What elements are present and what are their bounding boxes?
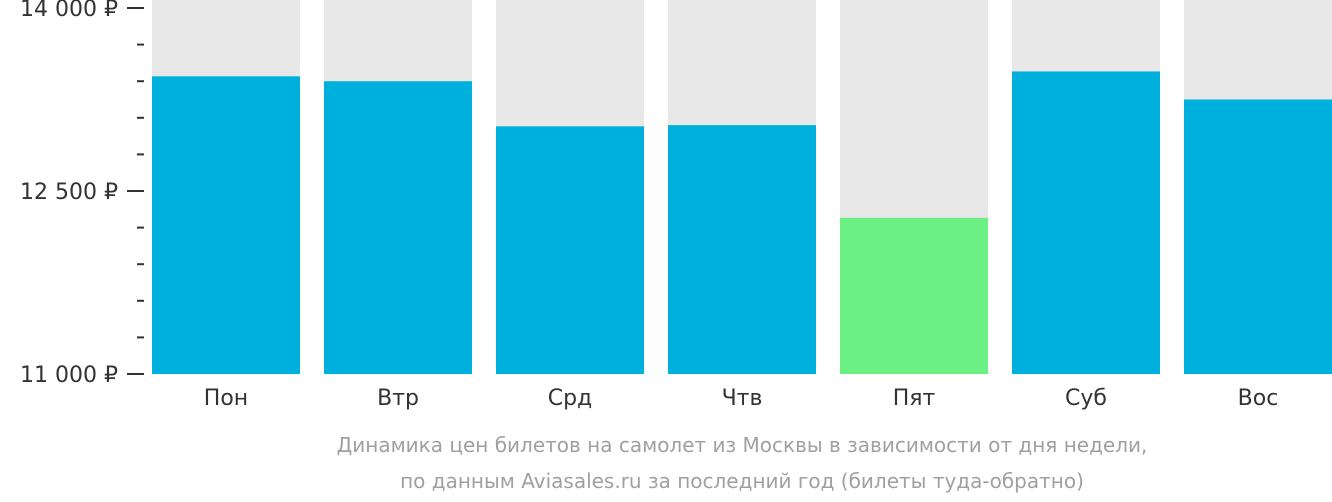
y-tick-label: 11 000 ₽ xyxy=(20,363,118,388)
x-tick-label: Срд xyxy=(548,386,593,411)
bar-1 xyxy=(152,76,300,374)
bar-7 xyxy=(1184,99,1332,374)
y-tick-label: 14 000 ₽ xyxy=(20,0,118,22)
bar-3 xyxy=(496,126,644,374)
x-tick-label: Пон xyxy=(204,386,248,411)
bar-2 xyxy=(324,81,472,374)
chart-caption: Динамика цен билетов на самолет из Москв… xyxy=(337,433,1148,493)
caption-line-2: по данным Aviasales.ru за последний год … xyxy=(400,469,1084,493)
x-tick-label: Суб xyxy=(1065,386,1107,411)
bars xyxy=(152,71,1332,375)
y-tick-label: 12 500 ₽ xyxy=(20,180,118,205)
x-tick-label: Чтв xyxy=(722,386,763,411)
x-tick-label: Пят xyxy=(893,386,936,411)
x-tick-label: Втр xyxy=(377,386,419,411)
bar-5 xyxy=(840,217,988,374)
x-tick-label: Вос xyxy=(1238,386,1279,411)
x-axis-labels: Пон Втр Срд Чтв Пят Суб Вос xyxy=(204,386,1279,411)
bar-6 xyxy=(1012,71,1160,374)
caption-line-1: Динамика цен билетов на самолет из Москв… xyxy=(337,433,1148,457)
bar-4 xyxy=(668,125,816,375)
y-axis: 14 000 ₽ 12 500 ₽ 11 000 ₽ xyxy=(20,0,144,388)
